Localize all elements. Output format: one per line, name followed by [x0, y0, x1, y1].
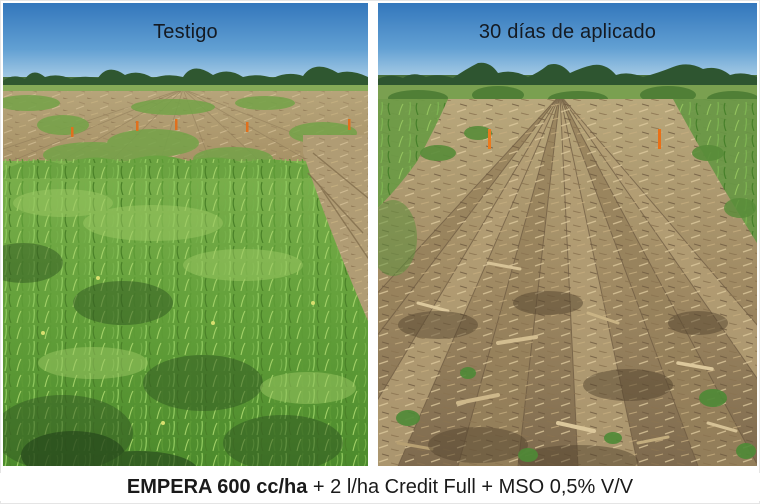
caption-product-rate: EMPERA 600 cc/ha — [126, 476, 308, 498]
soil-shadows — [398, 291, 728, 466]
converging-rows — [378, 99, 757, 466]
weed-regrowth-tufts — [396, 367, 756, 462]
midfield-stubble — [3, 85, 368, 171]
photo-treated-plot: 30 días de aplicado — [378, 3, 757, 466]
marker-flags — [71, 119, 351, 137]
bare-stubble-wedge — [303, 135, 368, 321]
stubble-field — [378, 99, 757, 466]
tree-line — [3, 66, 368, 87]
tree-line — [378, 62, 757, 85]
caption-tank-mix: + 2 l/ha Credit Full + MSO 0,5% V/V — [307, 476, 634, 498]
treated-plot-illustration — [378, 3, 757, 466]
marker-flags — [488, 129, 661, 149]
photo-control-plot: Testigo — [3, 3, 368, 466]
photo-label-treated: 30 días de aplicado — [478, 21, 657, 43]
weedy-foreground — [3, 135, 368, 466]
photo-label-control: Testigo — [153, 21, 218, 43]
treatment-caption: EMPERA 600 cc/ha + 2 l/ha Credit Full + … — [0, 473, 760, 501]
side-weed-bands — [378, 99, 757, 276]
crop-residue — [396, 261, 738, 451]
control-plot-illustration — [3, 3, 368, 466]
